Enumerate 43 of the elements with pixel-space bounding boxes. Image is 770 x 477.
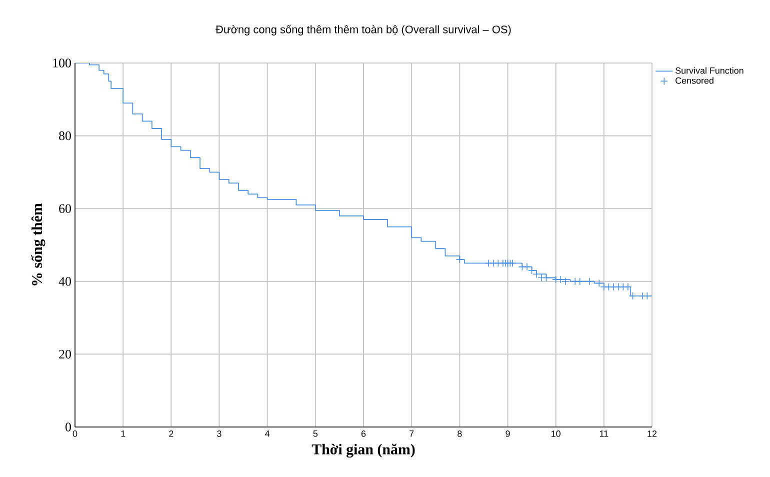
x-tick-label: 6 bbox=[361, 430, 366, 437]
x-tick-label: 9 bbox=[506, 430, 510, 437]
x-tick-label: 5 bbox=[313, 430, 318, 437]
y-axis-title: % sống thêm bbox=[31, 203, 46, 286]
y-tick-label: 100 bbox=[53, 58, 71, 68]
x-tick-label: 7 bbox=[410, 430, 414, 437]
point bbox=[614, 282, 622, 291]
y-tick-label: 40 bbox=[58, 277, 71, 286]
point bbox=[619, 282, 628, 291]
point bbox=[628, 292, 637, 300]
point bbox=[571, 278, 579, 286]
x-tick-label: 0 bbox=[72, 430, 78, 437]
chart-title: Đường cong sống thêm thêm toàn bộ (Overall survival – OS) bbox=[216, 24, 511, 36]
point bbox=[604, 282, 613, 291]
point bbox=[494, 259, 502, 268]
point bbox=[542, 274, 550, 282]
point bbox=[489, 259, 498, 268]
x-tick-label: 11 bbox=[600, 430, 608, 437]
x-tick-label: 3 bbox=[217, 430, 222, 437]
point bbox=[610, 282, 618, 291]
point bbox=[638, 292, 646, 300]
x-tick-label: 10 bbox=[552, 430, 560, 437]
point bbox=[508, 259, 516, 268]
y-tick-label: 20 bbox=[59, 350, 71, 359]
legend-label: Survival Function bbox=[676, 67, 744, 74]
point bbox=[484, 259, 492, 268]
legend-label: Censored bbox=[676, 77, 714, 84]
x-tick-label: 1 bbox=[121, 430, 126, 437]
x-axis-title: Thời gian (năm) bbox=[312, 444, 415, 458]
x-tick-label: 4 bbox=[265, 430, 270, 437]
point bbox=[552, 276, 560, 284]
point bbox=[576, 278, 584, 286]
y-tick-label: 60 bbox=[59, 204, 71, 213]
point bbox=[456, 256, 464, 264]
point bbox=[518, 262, 526, 271]
point bbox=[624, 282, 632, 291]
y-tick-label: 80 bbox=[59, 131, 71, 140]
x-tick-label: 8 bbox=[458, 430, 462, 437]
point bbox=[586, 278, 594, 286]
x-tick-label: 12 bbox=[648, 430, 657, 437]
y-tick-label: 0 bbox=[66, 422, 71, 432]
x-tick-label: 2 bbox=[169, 430, 174, 437]
point bbox=[643, 292, 652, 300]
